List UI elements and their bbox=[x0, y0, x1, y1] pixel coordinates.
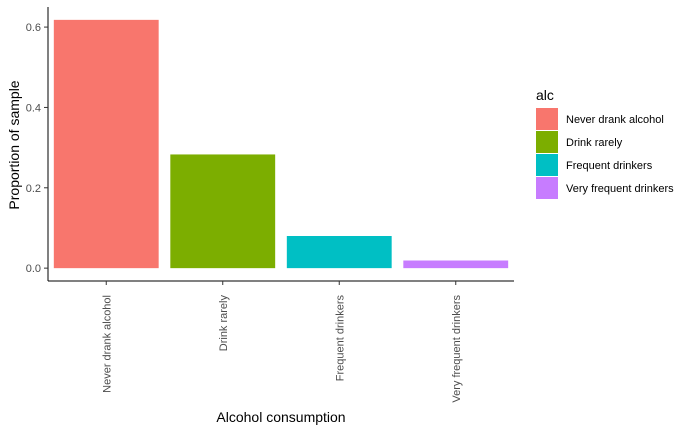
legend: alc Never drank alcohol Drink rarely Frequ… bbox=[536, 87, 674, 199]
y-ticks: 0.0 0.2 0.4 0.6 bbox=[26, 22, 48, 275]
legend-title: alc bbox=[536, 87, 554, 103]
bar-very-frequent-drinkers bbox=[403, 260, 509, 269]
y-tick-label: 0.0 bbox=[26, 263, 41, 275]
y-axis-title: Proportion of sample bbox=[6, 80, 22, 209]
y-tick-label: 0.4 bbox=[26, 102, 41, 114]
x-tick-label: Never drank alcohol bbox=[101, 295, 113, 393]
legend-label: Drink rarely bbox=[566, 137, 623, 149]
legend-label: Never drank alcohol bbox=[566, 114, 664, 126]
x-axis-title: Alcohol consumption bbox=[216, 409, 345, 425]
legend-swatch bbox=[536, 131, 558, 153]
legend-label: Very frequent drinkers bbox=[566, 183, 674, 195]
y-tick-label: 0.6 bbox=[26, 22, 41, 34]
axes-layer bbox=[47, 7, 514, 282]
x-tick-label: Drink rarely bbox=[218, 295, 230, 352]
x-tick-label: Very frequent drinkers bbox=[451, 295, 463, 403]
bars-layer bbox=[53, 19, 509, 269]
legend-swatch bbox=[536, 108, 558, 130]
y-tick-label: 0.2 bbox=[26, 183, 41, 195]
legend-swatch bbox=[536, 154, 558, 176]
legend-swatch bbox=[536, 177, 558, 199]
bar-frequent-drinkers bbox=[286, 236, 392, 269]
legend-items: Never drank alcohol Drink rarely Frequent … bbox=[536, 108, 674, 199]
x-ticks: Never drank alcohol Drink rarely Frequent … bbox=[101, 281, 463, 403]
x-tick-label: Frequent drinkers bbox=[334, 295, 346, 382]
bar-never-drank-alcohol bbox=[53, 19, 159, 269]
bar-drink-rarely bbox=[170, 154, 276, 269]
legend-label: Frequent drinkers bbox=[566, 160, 653, 172]
